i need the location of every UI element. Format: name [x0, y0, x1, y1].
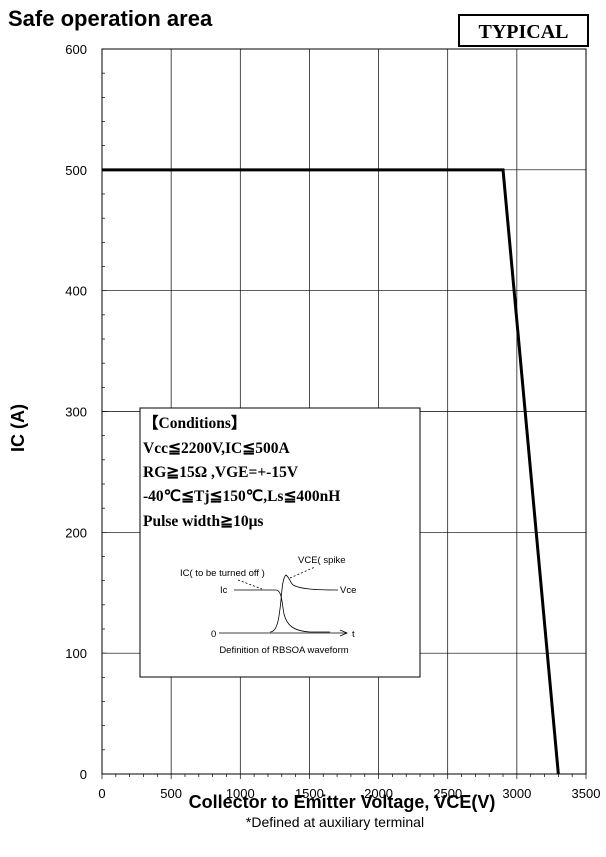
typical-badge-label: TYPICAL — [478, 21, 568, 43]
x-tick-label: 1000 — [226, 786, 255, 801]
x-axis-title: Collector to Emitter Voltage, VCE(V) — [189, 792, 496, 812]
y-tick-label: 300 — [65, 405, 87, 420]
waveform-time-arrow — [339, 629, 349, 637]
waveform-label-zero: 0 — [211, 629, 216, 640]
condition-line-2: RG≧15Ω ,VGE=+-15V — [143, 464, 299, 481]
soa-boundary-line — [102, 168, 560, 775]
typical-badge-frame — [458, 14, 589, 47]
y-tick-labels: 0 100 200 300 400 500 600 — [65, 42, 87, 782]
waveform-ic-trace — [234, 589, 330, 633]
x-tick-label: 500 — [160, 786, 182, 801]
x-tick-labels: 0 500 1000 1500 2000 2500 3000 3500 — [98, 786, 600, 801]
series-layer — [102, 168, 560, 775]
y-tick-label: 0 — [80, 767, 87, 782]
waveform-vce-trace — [269, 574, 339, 633]
x-tick-label: 2000 — [364, 786, 393, 801]
y-tick-label: 400 — [65, 284, 87, 299]
conditions-box: 【Conditions】 Vcc≦2200V,IC≦500A RG≧15Ω ,V… — [139, 407, 421, 678]
waveform-label-vce: Vce — [340, 585, 356, 596]
waveform-caption: Definition of RBSOA waveform — [219, 645, 348, 656]
chart-title: Safe operation area — [8, 6, 213, 31]
condition-line-1: Vcc≦2200V,IC≦500A — [143, 440, 290, 457]
waveform-label-t: t — [352, 629, 355, 640]
condition-line-3: -40℃≦Tj≦150℃,Ls≦400nH — [143, 488, 340, 505]
y-tick-label: 500 — [65, 163, 87, 178]
x-tick-label: 3000 — [502, 786, 531, 801]
typical-badge: TYPICAL — [458, 14, 589, 47]
y-axis-title: IC (A) — [8, 404, 28, 452]
plot-frame — [101, 48, 587, 775]
waveform-label-ic-off: IC( to be turned off ) — [180, 568, 265, 579]
rbsoa-waveform-diagram: IC( to be turned off ) VCE( spike Ic Vce… — [180, 555, 356, 656]
y-tick-label: 200 — [65, 525, 87, 540]
x-tick-label: 0 — [98, 786, 105, 801]
waveform-label-ic: Ic — [220, 585, 228, 596]
x-tick-label: 3500 — [572, 786, 601, 801]
waveform-leader-ic — [237, 579, 263, 590]
y-tick-label: 600 — [65, 42, 87, 57]
waveform-leader-vce — [289, 566, 316, 579]
conditions-heading: 【Conditions】 — [143, 414, 246, 432]
condition-line-4: Pulse width≧10μs — [143, 513, 263, 530]
x-tick-label: 1500 — [295, 786, 324, 801]
y-tick-label: 100 — [65, 646, 87, 661]
footnote: *Defined at auxiliary terminal — [246, 814, 424, 830]
conditions-frame — [139, 407, 421, 678]
x-tick-label: 2500 — [433, 786, 462, 801]
waveform-label-vce-spike: VCE( spike — [298, 555, 346, 566]
